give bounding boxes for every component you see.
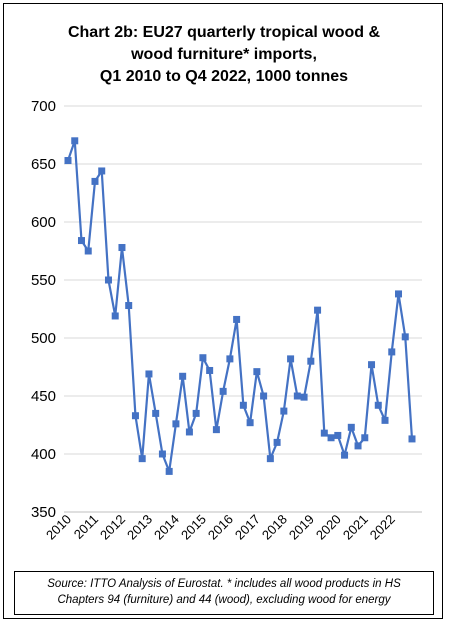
series (64, 137, 416, 475)
data-point (206, 366, 214, 374)
data-point (381, 416, 389, 424)
x-tick-label: 2012 (97, 512, 128, 543)
data-point (179, 372, 187, 380)
data-point (111, 312, 119, 320)
data-point (199, 354, 207, 362)
x-tick-label: 2015 (178, 512, 209, 543)
chart-frame: Chart 2b: EU27 quarterly tropical wood &… (3, 3, 443, 619)
data-point (226, 355, 234, 363)
data-point (266, 455, 274, 463)
y-tick-label: 400 (31, 446, 56, 463)
data-point (293, 392, 301, 400)
x-tick-label: 2017 (232, 512, 263, 543)
data-point (334, 431, 342, 439)
data-point (125, 302, 133, 310)
data-point (145, 370, 153, 378)
source-note: Source: ITTO Analysis of Eurostat. * inc… (14, 571, 434, 615)
data-point (408, 435, 416, 443)
data-point (395, 290, 403, 298)
data-point (192, 409, 200, 417)
data-point (368, 361, 376, 369)
line-chart: 350 400 450 500 550 600 650 700 201020112012201… (31, 98, 422, 543)
data-point (118, 244, 126, 252)
data-point (165, 467, 173, 475)
data-point (77, 237, 85, 245)
y-axis-ticks: 350 400 450 500 550 600 650 700 (31, 98, 56, 521)
data-point (91, 177, 99, 185)
y-tick-label: 550 (31, 272, 56, 289)
data-point (280, 407, 288, 415)
x-tick-label: 2018 (259, 512, 290, 543)
y-tick-label: 500 (31, 330, 56, 347)
chart-title-line-1: Chart 2b: EU27 quarterly tropical wood & (67, 24, 381, 41)
data-point (253, 368, 261, 376)
chart-title-line-2: wood furniture* imports, (131, 46, 317, 63)
data-point (233, 315, 241, 323)
data-point (260, 392, 268, 400)
data-point (172, 420, 180, 428)
series-line (66, 139, 414, 473)
data-point (64, 157, 72, 165)
x-tick-label: 2013 (124, 512, 155, 543)
data-point (104, 276, 112, 284)
x-tick-label: 2014 (151, 512, 182, 543)
x-tick-label: 2019 (286, 512, 317, 543)
data-point (239, 401, 247, 409)
data-point (138, 455, 146, 463)
data-point (354, 442, 362, 450)
data-point (388, 348, 396, 356)
y-tick-label: 600 (31, 214, 56, 231)
y-tick-label: 650 (31, 156, 56, 173)
x-tick-label: 2016 (205, 512, 236, 543)
x-tick-label: 2021 (340, 512, 371, 543)
data-point (98, 167, 106, 175)
x-axis-ticks: 2010201120122013201420152016201720182019… (43, 512, 398, 543)
x-tick-label: 2022 (367, 512, 398, 543)
data-point (320, 429, 328, 437)
data-point (246, 419, 254, 427)
data-point (84, 247, 92, 255)
y-tick-label: 450 (31, 388, 56, 405)
y-tick-label: 350 (31, 504, 56, 521)
chart-title: Chart 2b: EU27 quarterly tropical wood &… (4, 22, 444, 88)
data-point (152, 409, 160, 417)
data-point (212, 426, 220, 434)
data-point (361, 434, 369, 442)
data-point (158, 450, 166, 458)
data-point (307, 357, 315, 365)
data-point (273, 438, 281, 446)
data-point (374, 401, 382, 409)
data-point (341, 451, 349, 459)
data-point (185, 428, 193, 436)
data-point (347, 423, 355, 431)
x-tick-label: 2020 (313, 512, 344, 543)
source-line-1: Source: ITTO Analysis of Eurostat. * inc… (47, 578, 401, 590)
data-point (300, 393, 308, 401)
data-point (71, 137, 79, 145)
data-point (401, 333, 409, 341)
data-point (219, 387, 227, 395)
data-point (287, 355, 295, 363)
data-point (314, 306, 322, 314)
data-point (327, 434, 335, 442)
gridlines (64, 105, 422, 513)
source-line-2: Chapters 94 (furniture) and 44 (wood), e… (57, 594, 391, 606)
x-tick-label: 2011 (71, 512, 101, 542)
data-point (131, 412, 139, 420)
y-tick-label: 700 (31, 98, 56, 115)
chart-title-line-3: Q1 2010 to Q4 2022, 1000 tonnes (99, 68, 349, 85)
